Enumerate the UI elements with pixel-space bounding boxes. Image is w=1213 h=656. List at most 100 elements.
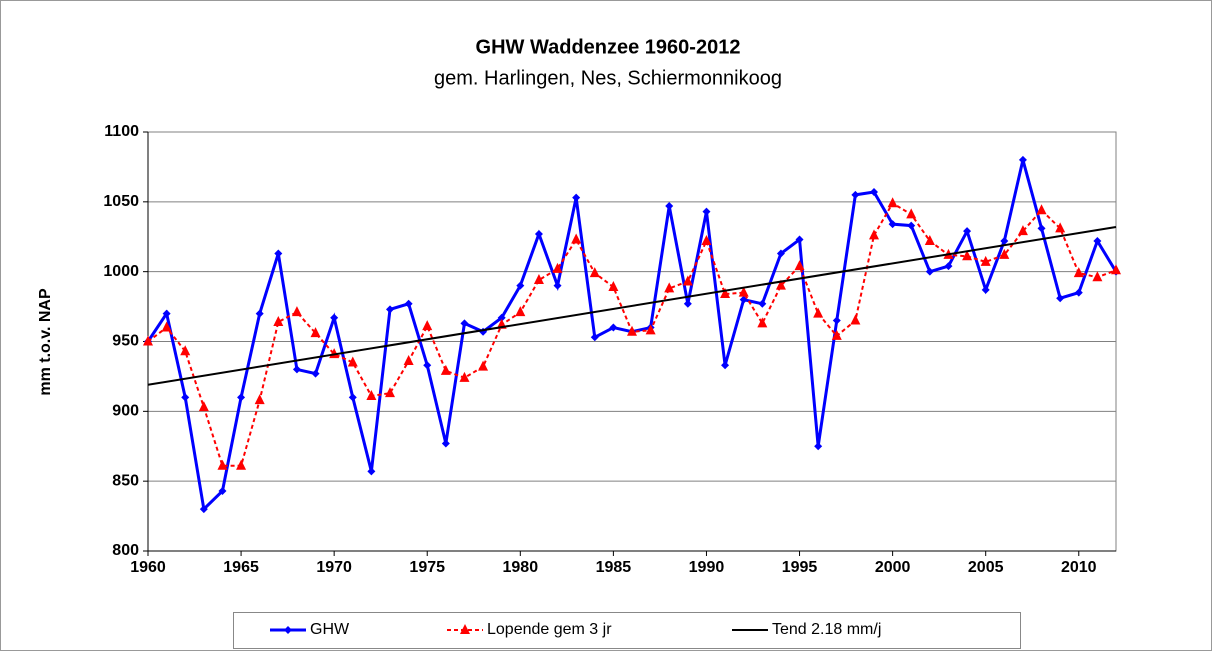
- data-point: [701, 234, 712, 245]
- data-point: [237, 393, 246, 402]
- data-point: [161, 321, 172, 332]
- data-point: [478, 360, 489, 371]
- data-point: [291, 306, 302, 317]
- data-point: [906, 208, 917, 219]
- data-point: [702, 207, 711, 216]
- data-point: [515, 306, 526, 317]
- data-point: [757, 317, 768, 328]
- y-tick-label: 1050: [103, 193, 139, 210]
- data-point: [198, 401, 209, 412]
- data-point: [981, 285, 990, 294]
- data-point: [386, 305, 394, 314]
- data-point: [887, 197, 898, 208]
- data-point: [980, 255, 991, 266]
- data-point: [851, 190, 860, 199]
- data-point: [199, 505, 208, 514]
- data-point: [776, 249, 785, 258]
- legend-box: [233, 612, 1021, 649]
- legend-marker: [284, 626, 292, 634]
- data-point: [366, 389, 377, 400]
- data-point: [422, 320, 433, 331]
- y-tick-label: 1100: [104, 123, 139, 140]
- x-tick-label: 1995: [782, 559, 818, 576]
- data-point: [1093, 236, 1102, 245]
- y-tick-label: 1000: [103, 263, 139, 280]
- data-point: [534, 229, 543, 238]
- y-tick-label: 800: [112, 542, 139, 559]
- data-point: [162, 309, 171, 318]
- data-point: [832, 316, 841, 325]
- data-point: [813, 307, 824, 318]
- data-point: [720, 288, 731, 299]
- data-point: [870, 188, 878, 197]
- data-point: [553, 281, 562, 290]
- data-point: [459, 371, 470, 382]
- x-tick-label: 1980: [503, 559, 539, 576]
- data-point: [963, 227, 972, 236]
- data-point: [1073, 267, 1084, 278]
- data-point: [962, 250, 973, 261]
- data-point: [1111, 264, 1121, 275]
- data-point: [254, 394, 265, 405]
- data-point: [795, 235, 804, 244]
- data-point: [217, 459, 228, 470]
- data-point: [347, 356, 358, 367]
- data-point: [571, 233, 582, 244]
- data-point: [665, 202, 674, 211]
- data-point: [664, 282, 675, 293]
- data-point: [1018, 155, 1027, 164]
- data-point: [682, 275, 693, 286]
- x-tick-label: 2000: [875, 559, 911, 576]
- data-point: [310, 327, 321, 338]
- data-point: [460, 319, 469, 328]
- data-point: [758, 299, 767, 308]
- x-tick-label: 1965: [223, 559, 259, 576]
- data-point: [907, 221, 916, 230]
- data-point: [1037, 224, 1046, 233]
- data-point: [181, 393, 190, 402]
- x-tick-label: 1990: [689, 559, 725, 576]
- data-point: [180, 345, 191, 356]
- data-point: [423, 361, 432, 370]
- data-point: [1000, 236, 1009, 245]
- data-point: [403, 355, 414, 366]
- data-point: [516, 281, 525, 290]
- data-point: [330, 313, 339, 322]
- data-point: [1092, 271, 1103, 282]
- data-point: [721, 361, 730, 370]
- data-point: [367, 467, 376, 476]
- data-point: [831, 329, 842, 340]
- data-point: [775, 279, 786, 290]
- data-point: [404, 299, 413, 308]
- data-point: [572, 193, 581, 202]
- data-point: [944, 262, 953, 271]
- data-point: [255, 309, 264, 318]
- data-point: [236, 459, 247, 470]
- data-point: [645, 324, 656, 335]
- series-line: [147, 225, 1117, 386]
- legend-label: Tend 2.18 mm/j: [772, 621, 881, 638]
- data-point: [497, 313, 506, 322]
- data-point: [274, 249, 283, 258]
- y-tick-label: 850: [112, 472, 139, 489]
- data-point: [1074, 288, 1083, 297]
- data-point: [440, 364, 451, 375]
- x-tick-label: 1960: [130, 559, 166, 576]
- data-point: [608, 281, 619, 292]
- data-point: [794, 260, 805, 271]
- data-point: [1036, 204, 1047, 215]
- data-point: [924, 234, 935, 245]
- y-tick-label: 950: [112, 333, 139, 350]
- data-point: [292, 365, 301, 374]
- data-point: [552, 262, 563, 273]
- legend-label: GHW: [310, 621, 350, 638]
- x-tick-label: 2005: [968, 559, 1004, 576]
- y-tick-label: 900: [112, 403, 139, 420]
- data-point: [143, 335, 153, 346]
- chart-subtitle: gem. Harlingen, Nes, Schiermonnikoog: [434, 67, 782, 89]
- chart-title: GHW Waddenzee 1960-2012: [476, 36, 741, 58]
- data-point: [738, 286, 749, 297]
- data-point: [1055, 222, 1066, 233]
- data-point: [925, 267, 934, 276]
